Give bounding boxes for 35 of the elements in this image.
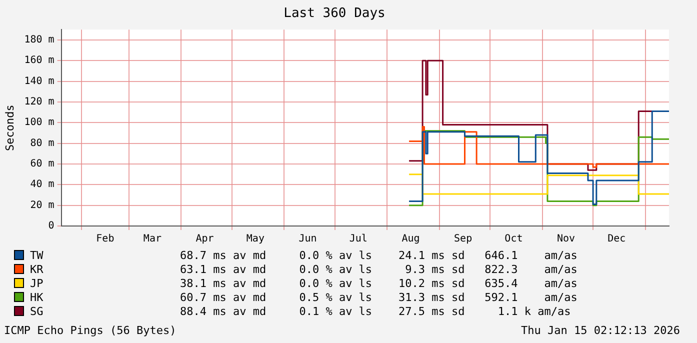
chart-title: Last 360 Days xyxy=(284,6,386,22)
text: ICMP Echo Pings (56 Bytes) xyxy=(4,324,176,337)
y-tick-label: 120 m xyxy=(24,96,54,108)
x-tick-label: Aug xyxy=(402,234,420,245)
y-tick-label: 100 m xyxy=(24,117,54,128)
text: 68.7 ms av md 0.0 % av ls 24.1 ms sd 646.1 am/as xyxy=(180,248,578,262)
y-tick-label: 140 m xyxy=(24,76,54,87)
x-tick-label: Oct xyxy=(504,234,523,245)
y-axis-title: Seconds xyxy=(3,104,16,151)
text: 63.1 ms av md 0.0 % av ls 9.3 ms sd 822.3 am/as xyxy=(180,262,578,276)
text: 38.1 ms av md 0.0 % av ls 10.2 ms sd 635.4 am/as xyxy=(180,276,578,290)
legend-label: HK xyxy=(30,290,44,304)
x-tick-label: Mar xyxy=(143,234,162,245)
y-tick-label: 180 m xyxy=(24,34,54,46)
legend-label: JP xyxy=(30,276,44,290)
x-tick-label: Feb xyxy=(96,234,114,245)
legend-label: TW xyxy=(30,248,44,262)
x-tick-label: Apr xyxy=(196,234,214,245)
x-tick-label: Jul xyxy=(349,234,368,245)
y-tick-label: 160 m xyxy=(24,55,54,66)
y-tick-label: 80 m xyxy=(30,138,54,149)
y-tick-label: 60 m xyxy=(30,158,54,170)
text: Thu Jan 15 02:12:13 2026 xyxy=(521,324,680,337)
y-tick-label: 0 xyxy=(48,220,54,232)
y-tick-label: 20 m xyxy=(30,200,54,211)
text: 88.4 ms av md 0.1 % av ls 27.5 ms sd 1.1 k am/as xyxy=(180,304,571,318)
text: 60.7 ms av md 0.5 % av ls 31.3 ms sd 592.1 am/as xyxy=(180,290,578,304)
y-tick-label: 40 m xyxy=(30,179,54,190)
x-tick-label: Sep xyxy=(454,234,472,245)
x-tick-label: May xyxy=(246,234,264,245)
x-tick-label: Dec xyxy=(608,234,626,245)
legend-label: KR xyxy=(30,262,44,276)
legend-label: SG xyxy=(30,304,44,318)
x-tick-label: Jun xyxy=(298,234,317,245)
x-tick-label: Nov xyxy=(557,234,576,245)
